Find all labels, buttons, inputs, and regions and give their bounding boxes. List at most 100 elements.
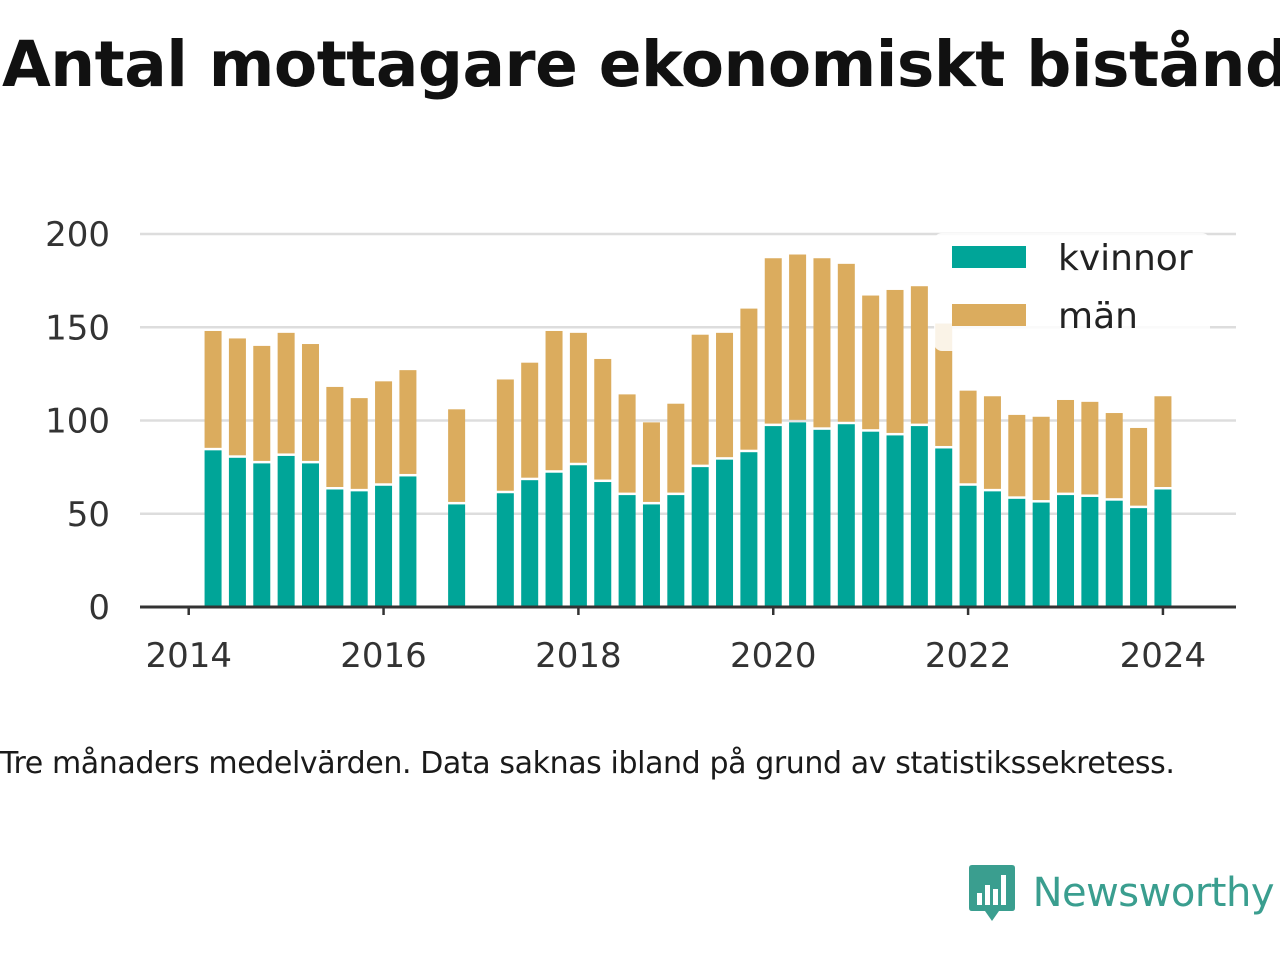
bar-kvinnor [1154,489,1172,607]
bar-man [1105,413,1123,499]
bar-kvinnor [813,429,831,607]
legend-swatch-man [952,304,1026,326]
bar-kvinnor [1008,498,1026,607]
bar-man [521,362,539,478]
bar-man [277,332,295,454]
brand-name: Newsworthy [1032,870,1275,916]
bar-man [716,332,734,458]
bar-man [496,379,514,491]
bar-man [910,286,928,424]
bar-kvinnor [1130,508,1148,607]
bar-kvinnor [545,472,563,607]
y-tick-label: 0 [88,588,110,628]
bar-man [862,295,880,430]
bar-man [253,345,271,461]
bar-man [1130,427,1148,506]
y-tick-label: 50 [67,495,110,535]
bar-kvinnor [837,424,855,607]
bar-man [1032,416,1050,501]
bar-man [448,409,466,502]
x-tick-label: 2020 [730,636,817,676]
bar-man [837,263,855,422]
bar-kvinnor [1057,495,1075,607]
bar-kvinnor [935,448,953,607]
bar-kvinnor [228,457,246,607]
bar-kvinnor [716,459,734,607]
x-tick-label: 2018 [535,636,622,676]
bar-man [594,358,612,480]
bar-man [326,386,344,488]
bar-kvinnor [375,485,393,607]
y-tick-label: 100 [45,402,110,442]
bar-kvinnor [521,480,539,607]
bar-kvinnor [448,504,466,607]
x-tick-label: 2014 [145,636,232,676]
bar-kvinnor [399,476,417,607]
bar-kvinnor [204,450,222,607]
bar-kvinnor [350,491,368,607]
y-tick-label: 200 [45,215,110,255]
footnote: Tre månaders medelvärden. Data saknas ib… [0,746,1175,781]
bar-kvinnor [569,465,587,607]
bar-kvinnor [862,431,880,607]
bar-man [740,308,758,450]
bar-man [935,323,953,446]
bar-kvinnor [253,463,271,607]
bar-man [545,330,563,471]
bar-kvinnor [642,504,660,607]
bar-man [399,370,417,474]
bar-man [569,332,587,463]
bar-man [618,394,636,493]
bar-man [350,398,368,489]
bar-kvinnor [594,482,612,607]
x-tick-label: 2016 [340,636,427,676]
bars [204,254,1172,607]
x-tick-label: 2024 [1120,636,1207,676]
bar-kvinnor [667,495,685,607]
bar-kvinnor [740,452,758,607]
bar-man [959,390,977,484]
bar-chart: 0 50 100 150 200 2014 2016 2018 2020 2022 2024 kv… [45,215,1236,676]
y-axis-ticks: 0 50 100 150 200 [45,215,110,628]
bar-kvinnor [1081,496,1099,607]
x-tick-label: 2022 [925,636,1012,676]
bar-man [691,334,709,465]
bar-kvinnor [301,463,319,607]
bar-kvinnor [1105,500,1123,607]
bar-kvinnor [764,426,782,607]
legend-label-man: män [1058,296,1138,337]
bar-man [886,289,904,433]
bar-man [764,258,782,424]
bar-man [204,330,222,448]
bar-kvinnor [496,493,514,607]
bar-man [1057,399,1075,493]
bar-kvinnor [1032,502,1050,607]
bar-man [813,258,831,428]
bar-kvinnor [691,467,709,607]
bar-kvinnor [886,435,904,607]
y-tick-label: 150 [45,308,110,348]
bar-kvinnor [326,489,344,607]
legend-label-kvinnor: kvinnor [1058,238,1193,279]
bar-man [667,403,685,493]
legend: kvinnor män [934,233,1210,351]
x-axis: 2014 2016 2018 2020 2022 2024 [140,605,1236,676]
brand-logo[interactable]: Newsworthy [967,862,1275,924]
bar-kvinnor [618,495,636,607]
bar-kvinnor [959,485,977,607]
chart-title: Antal mottagare ekonomiskt bistånd [2,28,1280,101]
bar-man [375,381,393,484]
bar-kvinnor [789,422,807,607]
bar-kvinnor [277,455,295,607]
newsworthy-logo-icon [968,865,1015,921]
bar-kvinnor [910,426,928,607]
legend-swatch-kvinnor [952,246,1026,268]
bar-man [301,344,319,461]
bar-man [1008,414,1026,497]
bar-man [1154,396,1172,488]
bar-man [1081,401,1099,495]
bar-man [642,422,660,502]
bar-kvinnor [983,491,1001,607]
bar-man [789,254,807,420]
bar-man [983,396,1001,489]
